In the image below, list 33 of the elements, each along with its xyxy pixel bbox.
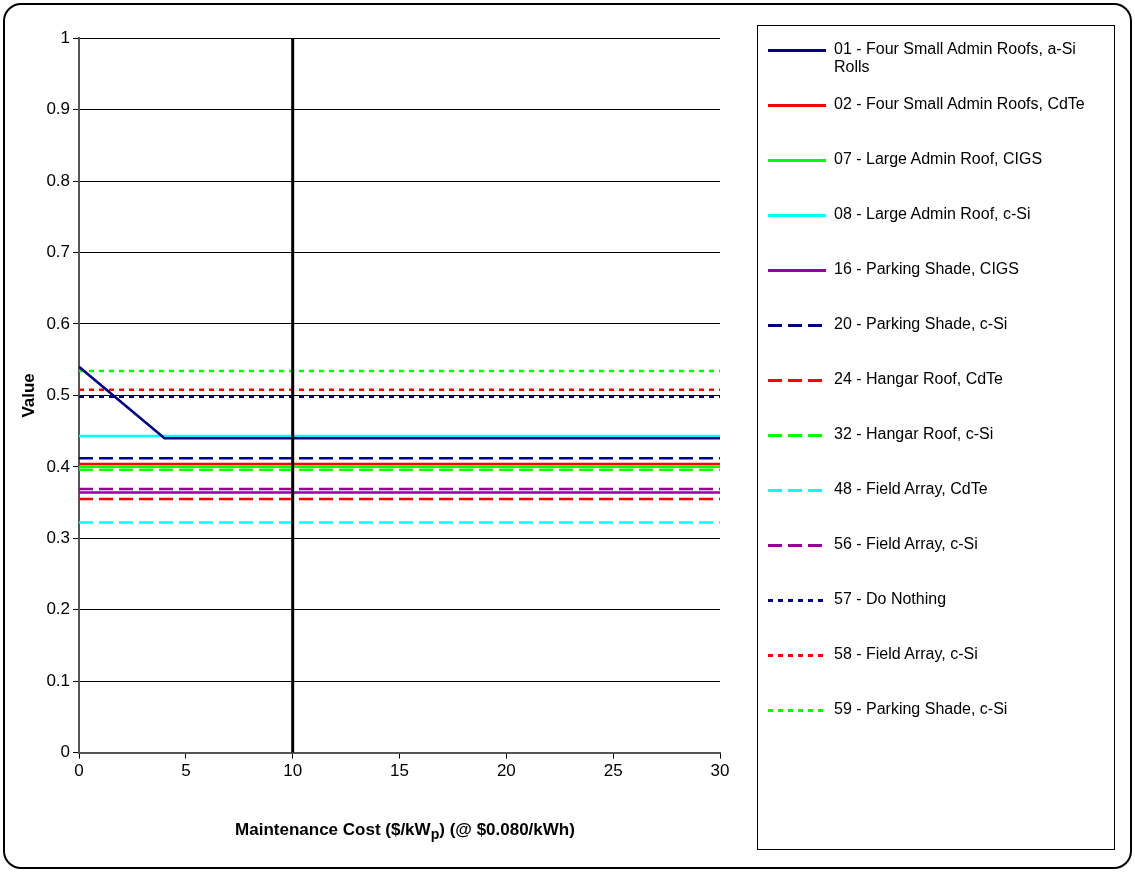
y-tick-label: 0.1 xyxy=(46,670,71,690)
x-tick-label: 30 xyxy=(710,761,730,781)
y-tick-label: 0.5 xyxy=(46,385,71,405)
y-tick-label: 0.7 xyxy=(46,242,71,262)
y-tick-label: 0.3 xyxy=(46,527,71,547)
legend-label: 16 - Parking Shade, CIGS xyxy=(834,260,1019,278)
x-axis-title: Maintenance Cost ($/kW$_{p}$) (@ $0.080/kWh) xyxy=(234,820,576,843)
legend-label: 20 - Parking Shade, c-Si xyxy=(834,315,1008,333)
legend-label: 58 - Field Array, c-Si xyxy=(834,645,978,663)
legend-label: 07 - Large Admin Roof, CIGS xyxy=(834,150,1043,168)
legend-label: 08 - Large Admin Roof, c-Si xyxy=(834,205,1031,223)
legend-label: 02 - Four Small Admin Roofs, CdTe xyxy=(834,95,1085,113)
y-tick-label: 0.8 xyxy=(46,170,71,190)
legend-label: 56 - Field Array, c-Si xyxy=(834,535,978,553)
y-tick-label: 1 xyxy=(60,27,71,47)
y-tick-label: 0 xyxy=(60,742,71,762)
x-tick-label: 10 xyxy=(283,761,303,781)
x-tick-label: 20 xyxy=(496,761,516,781)
y-tick-label: 0.9 xyxy=(46,99,71,119)
legend-label: 48 - Field Array, CdTe xyxy=(834,480,988,498)
legend-label: 32 - Hangar Roof, c-Si xyxy=(834,425,994,443)
y-axis-title: Value xyxy=(18,373,38,418)
y-tick-label: 0.4 xyxy=(46,456,71,476)
x-tick-label: 0 xyxy=(74,761,84,781)
x-tick-label: 25 xyxy=(603,761,623,781)
legend-label: 59 - Parking Shade, c-Si xyxy=(834,700,1008,718)
y-tick-label: 0.2 xyxy=(46,599,71,619)
legend-label: 57 - Do Nothing xyxy=(834,590,947,608)
y-tick-label: 0.6 xyxy=(46,313,71,333)
x-tick-label: 5 xyxy=(181,761,191,781)
legend-label: 01 - Four Small Admin Roofs, a-Si Rolls xyxy=(834,40,1077,76)
x-tick-label: 15 xyxy=(390,761,409,781)
legend-label: 24 - Hangar Roof, CdTe xyxy=(834,370,1003,388)
